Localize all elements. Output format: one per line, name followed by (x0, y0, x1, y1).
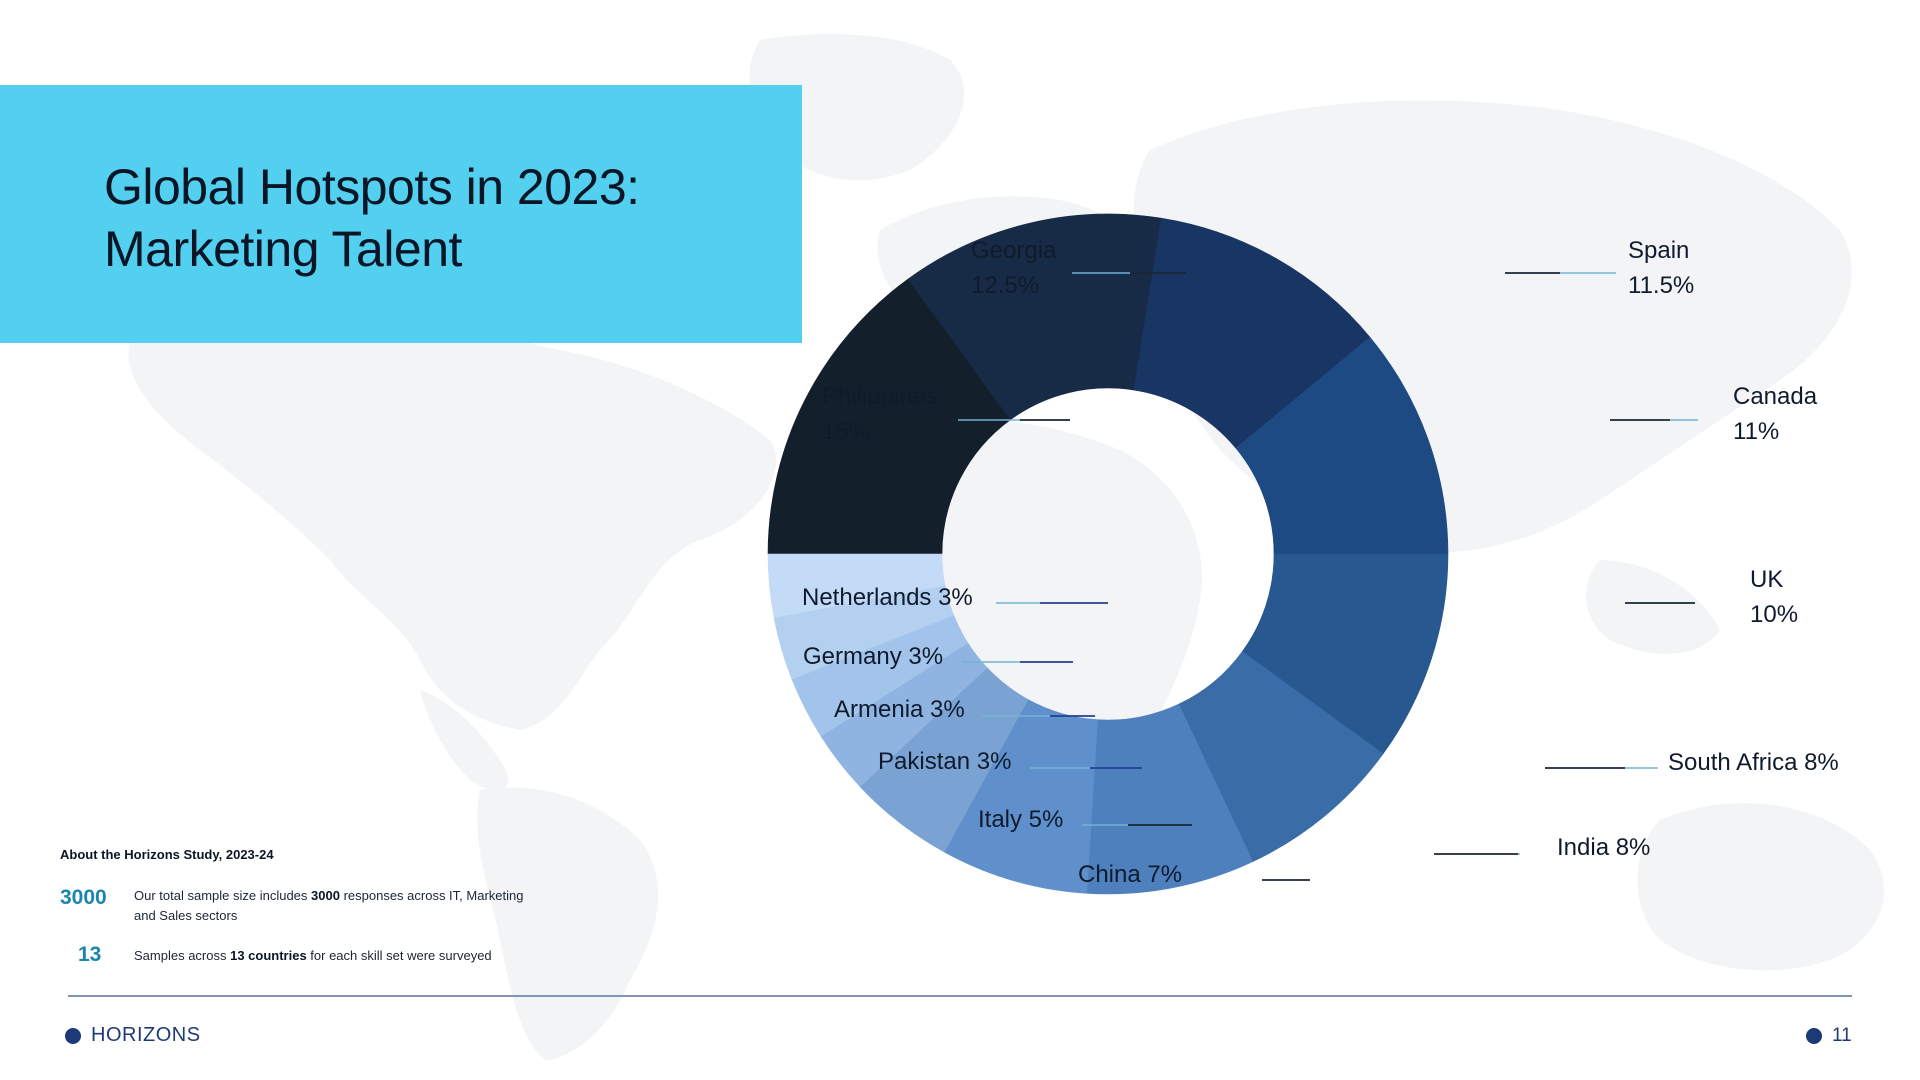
slice-label-uk: UK (1750, 566, 1783, 593)
north-america-shape (128, 296, 777, 730)
slice-netherlands (767, 553, 946, 619)
slice-label-germany: Germany 3% (803, 643, 943, 670)
sample-size-description: Our total sample size includes 3000 resp… (134, 888, 524, 923)
title-band (0, 85, 802, 343)
sample-size-number: 3000 (60, 886, 107, 909)
slice-label-pakistan: Pakistan 3% (878, 748, 1011, 775)
slice-label-south-africa: South Africa 8% (1668, 749, 1839, 776)
slice-label-china: China 7% (1078, 861, 1182, 888)
page-dot-icon (1806, 1028, 1822, 1044)
slice-value-uk: 10% (1750, 601, 1798, 628)
slice-value-canada: 11% (1733, 418, 1779, 445)
slice-label-philippines: Philippines (822, 383, 938, 410)
country-count-description: Samples across 13 countries for each ski… (134, 948, 492, 963)
slice-label-armenia: Armenia 3% (834, 696, 965, 723)
brand-dot-icon (65, 1028, 81, 1044)
slice-label-georgia: Georgia (971, 237, 1057, 264)
south-america-shape (477, 787, 659, 1060)
southeast-asia-shape (1586, 560, 1720, 654)
greenland-shape (749, 34, 965, 181)
slice-value-philippines: 15% (822, 418, 870, 445)
page-title-line-2: Marketing Talent (104, 221, 462, 277)
slice-label-india: India 8% (1557, 834, 1650, 861)
brand-name: HORIZONS (91, 1024, 201, 1046)
slice-georgia (907, 213, 1162, 421)
australia-shape (1637, 803, 1885, 971)
slice-value-spain: 11.5% (1628, 272, 1694, 299)
central-america-shape (420, 690, 509, 791)
footer-divider (68, 995, 1852, 997)
page-number: 11 (1832, 1025, 1852, 1046)
slice-canada (1235, 336, 1449, 555)
about-study-title: About the Horizons Study, 2023-24 (60, 847, 274, 862)
slice-label-italy: Italy 5% (978, 806, 1063, 833)
slice-value-georgia: 12.5% (971, 272, 1039, 299)
slice-philippines (767, 278, 1011, 555)
page-title-line-1: Global Hotspots in 2023: (104, 159, 640, 215)
slice-label-spain: Spain (1628, 237, 1689, 264)
country-count-number: 13 (78, 943, 102, 966)
slice-label-netherlands: Netherlands 3% (802, 584, 973, 611)
slice-label-canada: Canada (1733, 383, 1818, 410)
